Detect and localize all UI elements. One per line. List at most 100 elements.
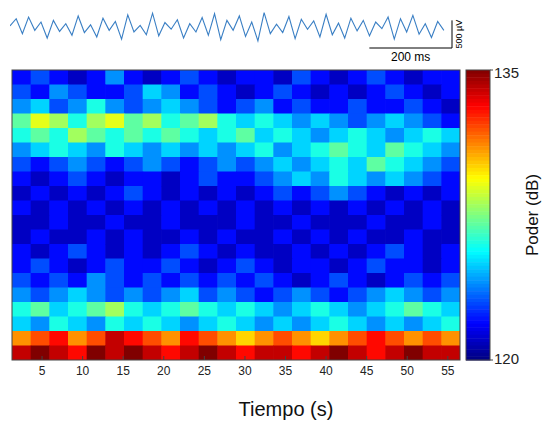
heat-cell xyxy=(49,230,68,245)
heat-cell xyxy=(105,273,124,288)
plot-frame xyxy=(12,70,460,360)
heat-cell xyxy=(124,346,143,361)
heat-cell xyxy=(329,114,348,129)
scale-bar-x xyxy=(369,48,452,49)
colorbar-step xyxy=(466,306,490,310)
heat-cell xyxy=(236,128,255,143)
colorbar-step xyxy=(466,346,490,350)
heat-cell xyxy=(49,244,68,259)
heat-cell xyxy=(105,346,124,361)
heat-cell xyxy=(87,302,106,317)
heat-cell xyxy=(49,85,68,100)
heat-cell xyxy=(255,331,274,346)
heat-cell xyxy=(31,302,50,317)
heat-cell xyxy=(273,186,292,201)
colorbar-step xyxy=(466,70,490,74)
heat-cell xyxy=(161,331,180,346)
heat-cell xyxy=(105,331,124,346)
colorbar-step xyxy=(466,121,490,125)
scale-bar-y xyxy=(452,20,453,48)
heat-cell xyxy=(311,186,330,201)
heat-cell xyxy=(105,128,124,143)
colorbar-frame xyxy=(466,70,490,360)
heat-cell xyxy=(217,157,236,172)
heat-cell xyxy=(161,273,180,288)
x-tick xyxy=(123,356,124,360)
x-tick-label: 20 xyxy=(157,364,171,378)
heat-cell xyxy=(255,143,274,158)
heat-cell xyxy=(385,259,404,274)
heat-cell xyxy=(311,201,330,216)
heat-cell xyxy=(49,186,68,201)
heat-cell xyxy=(255,244,274,259)
heat-cell xyxy=(180,99,199,114)
heat-cell xyxy=(236,143,255,158)
x-tick-label: 40 xyxy=(319,364,333,378)
colorbar-step xyxy=(466,135,490,139)
heat-cell xyxy=(292,317,311,332)
heat-cell xyxy=(199,201,218,216)
heat-cell xyxy=(12,317,31,332)
x-tick-label: 35 xyxy=(279,364,293,378)
heat-cell xyxy=(367,288,386,303)
heat-cell xyxy=(385,331,404,346)
heat-cell xyxy=(385,143,404,158)
heat-cell xyxy=(329,230,348,245)
heat-cell xyxy=(292,331,311,346)
heat-cell xyxy=(87,70,106,85)
heat-cell xyxy=(217,172,236,187)
heat-cell xyxy=(87,186,106,201)
heat-cell xyxy=(87,143,106,158)
heat-cell xyxy=(199,114,218,129)
heat-cell xyxy=(68,317,87,332)
heat-cell xyxy=(385,302,404,317)
heat-cell xyxy=(68,143,87,158)
heat-cell xyxy=(385,85,404,100)
heat-cell xyxy=(292,230,311,245)
colorbar-step xyxy=(466,201,490,205)
heat-cell xyxy=(143,186,162,201)
heat-cell xyxy=(105,85,124,100)
heat-cell xyxy=(105,157,124,172)
heat-cell xyxy=(49,346,68,361)
heat-cell xyxy=(385,230,404,245)
heat-cell xyxy=(199,85,218,100)
colorbar-tick-label: 135 xyxy=(494,64,519,81)
heat-cell xyxy=(199,346,218,361)
heat-cell xyxy=(143,230,162,245)
heat-cell xyxy=(12,201,31,216)
heat-cell xyxy=(68,273,87,288)
heat-cell xyxy=(217,244,236,259)
heat-cell xyxy=(49,143,68,158)
x-tick xyxy=(204,356,205,360)
heat-cell xyxy=(236,230,255,245)
heat-cell xyxy=(348,317,367,332)
heat-cell xyxy=(87,99,106,114)
colorbar-title: Poder (dB) xyxy=(523,174,542,256)
heat-cell xyxy=(385,288,404,303)
heat-cell xyxy=(367,244,386,259)
heat-cell xyxy=(367,346,386,361)
heat-cell xyxy=(329,85,348,100)
heat-cell xyxy=(255,215,274,230)
heat-cell xyxy=(217,317,236,332)
colorbar-step xyxy=(466,81,490,85)
heat-cell xyxy=(124,85,143,100)
heat-cell xyxy=(236,273,255,288)
heat-cell xyxy=(236,114,255,129)
colorbar-tick-label: 120 xyxy=(494,350,519,367)
heat-cell xyxy=(12,259,31,274)
heat-cell xyxy=(404,70,423,85)
colorbar-step xyxy=(466,338,490,342)
heat-cell xyxy=(441,346,460,361)
heat-cell xyxy=(385,157,404,172)
heat-cell xyxy=(311,317,330,332)
heat-cell xyxy=(143,201,162,216)
heat-cell xyxy=(68,288,87,303)
heat-cell xyxy=(49,317,68,332)
heat-cell xyxy=(87,259,106,274)
heat-cell xyxy=(423,85,442,100)
heat-cell xyxy=(105,259,124,274)
heat-cell xyxy=(255,346,274,361)
heat-cell xyxy=(143,302,162,317)
